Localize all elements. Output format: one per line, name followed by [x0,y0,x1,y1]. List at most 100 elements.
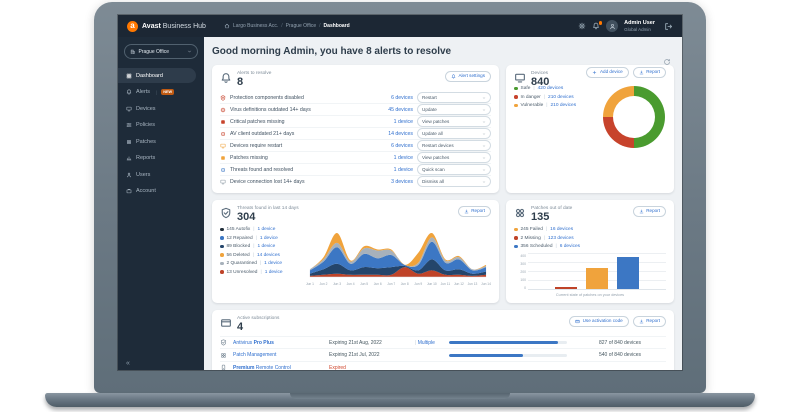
alert-devices-link[interactable]: 3 devices [391,178,413,185]
svg-text:Jun 8: Jun 8 [401,282,409,286]
alert-devices-link[interactable]: 1 device [393,118,413,125]
legend-devices-link[interactable]: 16 devices [550,227,574,233]
subscription-usage-text: 827 of 840 devices [599,339,641,346]
alerts-card-count: 8 [237,76,244,88]
threats-report-button[interactable]: Report [457,206,491,218]
subscriptions-report-button[interactable]: Report [632,315,666,327]
alert-action-select[interactable]: Restart devices [417,140,491,151]
legend-label: 12 Repaired [226,235,253,241]
sidebar-item-label: Dashboard [136,72,163,79]
legend-row: 2 Quarantined | 1 device [220,261,300,266]
sidebar-item-devices[interactable]: Devices [118,101,196,116]
legend-devices-link[interactable]: 6 devices [559,244,581,250]
subscription-name-link[interactable]: Premium Remote Control [233,364,291,370]
brand-text: Avast Business Hub [142,22,206,30]
chevron-down-icon [187,49,192,54]
breadcrumb-item[interactable]: Dashboard [323,23,350,29]
subscription-name-link[interactable]: Antivirus Pro Plus [233,339,274,346]
devices-legend: Safe | 420 devices In danger | 210 devic… [514,86,576,108]
svg-text:Jun 14: Jun 14 [481,282,491,286]
alert-title: Threats found and resolved [230,166,294,173]
card-icon [575,319,580,324]
legend-devices-link[interactable]: 1 device [264,269,283,275]
alert-action-select[interactable]: Restart [417,92,491,103]
breadcrumb-separator: / [281,23,283,29]
main-content: Good morning Admin, you have 8 alerts to… [204,37,682,370]
devices-report-button[interactable]: Report [632,67,666,79]
building-icon [130,49,136,55]
alert-devices-link[interactable]: 45 devices [388,106,413,113]
legend-devices-link[interactable]: 123 devices [548,235,574,241]
alert-title: Protection components disabled [230,94,304,101]
y-tick: 0 [524,286,526,291]
alert-devices-link[interactable]: 1 device [393,166,413,173]
sidebar-collapse-button[interactable]: « [126,360,130,367]
alert-devices-link[interactable]: 14 devices [388,130,413,137]
devices-donut-chart [603,86,665,149]
chevron-down-icon [482,168,486,172]
sidebar-item-patches[interactable]: Patches [118,134,196,149]
alerts-card: Alerts to resolve 8 Alert settings [212,65,499,194]
patches-card: Patches out of date 135 Report [506,200,674,303]
logout-icon[interactable] [664,22,673,31]
laptop-base [45,393,755,407]
alert-action-select[interactable]: View patches [417,116,491,127]
legend-devices-link[interactable]: 1 device [264,261,283,267]
subscription-extra: | Multiple [415,339,435,346]
chevron-down-icon [482,132,486,136]
alert-action-select[interactable]: View patches [417,152,491,163]
alert-action-select[interactable]: Update [417,104,491,115]
devices-card-title: Devices [531,71,549,76]
sidebar-item-alerts[interactable]: Alerts | NEW [118,85,196,100]
devices-card-count: 840 [531,76,550,88]
alert-devices-link[interactable]: 6 devices [391,142,413,149]
subscription-multiple-link[interactable]: Multiple [417,339,435,346]
badge-separator: | [156,89,158,95]
user-menu[interactable]: Admin User Global Admin [624,20,655,31]
subscription-expiry: Expired [329,364,346,370]
patches-report-button[interactable]: Report [632,206,666,218]
alert-action-select[interactable]: Dismiss all [417,176,491,187]
legend-devices-link[interactable]: 1 device [257,227,276,233]
sidebar-item-users[interactable]: Users [118,167,196,182]
chevron-down-icon [482,144,486,148]
legend-row: Vulnerable | 210 devices [514,103,576,108]
alert-devices-link[interactable]: 1 device [393,154,413,161]
legend-devices-link[interactable]: 420 devices [537,86,564,92]
subscription-name-link[interactable]: Patch Management [233,352,277,359]
org-selector[interactable]: Prague Office [124,44,198,59]
breadcrumb-item[interactable]: Prague Office [285,23,317,29]
legend-devices-link[interactable]: 14 devices [256,252,280,258]
breadcrumb-item[interactable]: Largo Business Acc. [232,23,279,29]
sidebar-item-policies[interactable]: Policies [118,118,196,133]
settings-gear-icon[interactable] [578,22,586,30]
grid-icon [126,73,132,79]
alert-action-select[interactable]: Quick scan [417,164,491,175]
legend-devices-link[interactable]: 1 device [259,235,278,241]
sidebar-item-dashboard[interactable]: Dashboard [118,68,196,83]
notifications-bell-icon[interactable] [592,21,603,30]
svg-text:Jun 10: Jun 10 [427,282,437,286]
legend-row: 145 Autofix | 1 device [220,227,300,232]
legend-dot [220,227,224,232]
threats-legend: 145 Autofix | 1 device 12 Repaired | 1 d… [220,227,300,275]
legend-devices-link[interactable]: 1 device [257,244,276,250]
add-device-button[interactable]: Add device [586,67,629,79]
y-tick: 400 [520,254,526,259]
person-icon [126,172,132,178]
refresh-icon[interactable] [663,58,671,66]
alert-settings-button[interactable]: Alert settings [444,71,491,82]
download-icon [639,209,644,214]
avatar[interactable] [606,20,619,32]
legend-devices-link[interactable]: 210 devices [548,94,574,100]
legend-devices-link[interactable]: 210 devices [550,103,577,109]
alert-action-select[interactable]: Update all [417,128,491,139]
legend-row: 356 Scheduled | 6 devices [514,244,666,249]
alert-rows: Protection components disabled 6 devices… [220,92,491,187]
circle-dot-icon [220,167,226,173]
sidebar-item-account[interactable]: Account [118,184,196,199]
alert-devices-link[interactable]: 6 devices [391,94,413,101]
svg-text:Jun 4: Jun 4 [347,282,355,286]
sidebar-item-reports[interactable]: Reports [118,151,196,166]
use-activation-code-button[interactable]: Use activation code [569,315,629,327]
